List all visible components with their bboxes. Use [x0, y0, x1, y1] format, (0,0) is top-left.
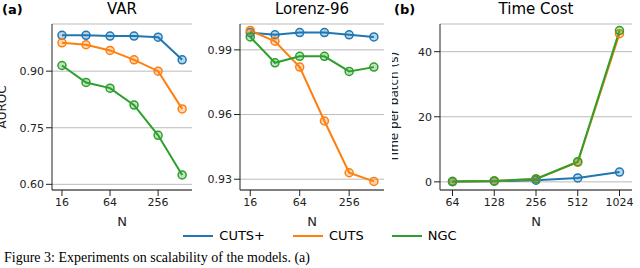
svg-text:0.75: 0.75: [20, 122, 45, 135]
svg-text:AUROC: AUROC: [8, 85, 9, 128]
svg-text:1024: 1024: [606, 196, 632, 209]
svg-text:256: 256: [148, 196, 169, 209]
html-text:(b): (b): [394, 2, 416, 17]
svg-text:64: 64: [446, 196, 460, 209]
svg-text:128: 128: [484, 196, 505, 209]
svg-text:512: 512: [567, 196, 588, 209]
svg-text:N: N: [307, 214, 317, 226]
svg-text:16: 16: [243, 196, 257, 209]
html-text:Time Cost: Time Cost: [498, 0, 574, 18]
svg-text:0.96: 0.96: [208, 108, 233, 121]
html-text:CUTS: CUTS: [329, 228, 364, 243]
html-text:VAR: VAR: [107, 0, 137, 18]
html-text:CUTS+: CUTS+: [219, 228, 265, 243]
svg-text:0: 0: [425, 176, 432, 189]
svg-text:16: 16: [55, 196, 69, 209]
svg-text:20: 20: [418, 111, 432, 124]
svg-text:0.60: 0.60: [20, 178, 45, 191]
svg-text:0.99: 0.99: [208, 44, 233, 57]
html-text:Figure 3: Experiments on scala: Figure 3: Experiments on scalability of …: [4, 250, 310, 265]
svg-text:N: N: [117, 214, 127, 226]
svg-text:0.93: 0.93: [208, 173, 233, 186]
svg-text:40: 40: [418, 46, 432, 59]
svg-text:0.90: 0.90: [20, 65, 45, 78]
html-text:NGC: NGC: [427, 228, 457, 243]
html-text:Lorenz-96: Lorenz-96: [274, 0, 350, 18]
svg-text:256: 256: [526, 196, 547, 209]
svg-text:64: 64: [103, 196, 117, 209]
svg-text:64: 64: [293, 196, 307, 209]
svg-text:256: 256: [339, 196, 360, 209]
html-text:(a): (a): [2, 2, 23, 17]
svg-text:N: N: [531, 214, 541, 226]
svg-text:Time per batch (s): Time per batch (s): [392, 52, 401, 163]
